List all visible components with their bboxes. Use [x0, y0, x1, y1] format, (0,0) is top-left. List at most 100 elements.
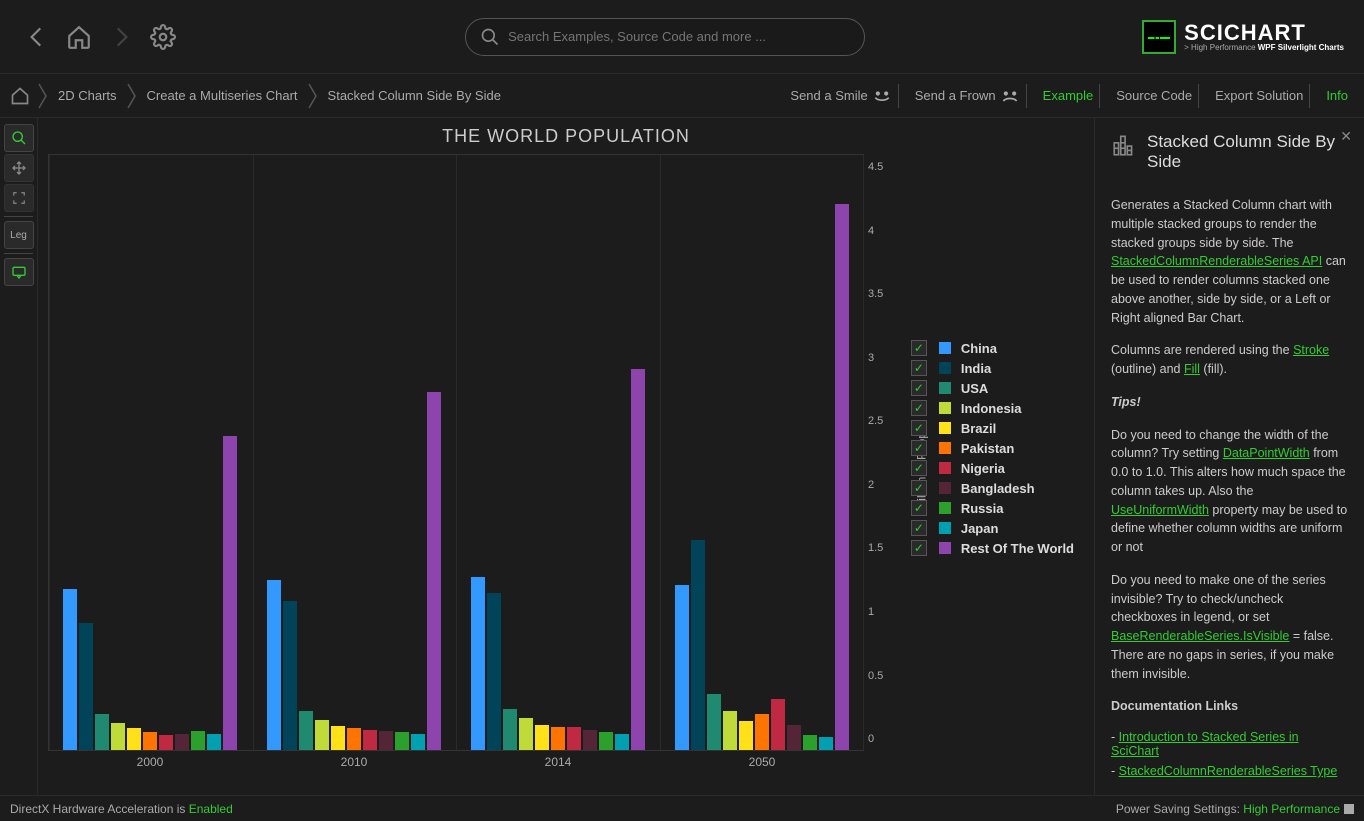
bar[interactable]: [691, 540, 705, 750]
bar[interactable]: [63, 589, 77, 750]
bar[interactable]: [631, 369, 645, 750]
bar[interactable]: [111, 723, 125, 750]
bar[interactable]: [207, 734, 221, 751]
send-smile-button[interactable]: Send a Smile: [784, 84, 898, 108]
bar[interactable]: [615, 734, 629, 751]
legend-checkbox[interactable]: ✓: [911, 400, 927, 416]
bar[interactable]: [79, 623, 93, 750]
bar[interactable]: [283, 601, 297, 750]
bar[interactable]: [739, 721, 753, 750]
legend-item[interactable]: ✓ USA: [911, 378, 1074, 398]
bar[interactable]: [159, 735, 173, 750]
legend-item[interactable]: ✓India: [911, 358, 1074, 378]
breadcrumb-item[interactable]: Stacked Column Side By Side: [320, 88, 509, 103]
search-box[interactable]: [465, 18, 865, 56]
bar[interactable]: [551, 727, 565, 750]
bar[interactable]: [143, 732, 157, 750]
bar[interactable]: [723, 711, 737, 750]
bar[interactable]: [347, 728, 361, 750]
forward-button[interactable]: [104, 20, 138, 54]
link-fill[interactable]: Fill: [1184, 362, 1200, 376]
bar[interactable]: [835, 204, 849, 750]
send-frown-button[interactable]: Send a Frown: [909, 84, 1027, 108]
bar[interactable]: [771, 699, 785, 750]
bar[interactable]: [191, 731, 205, 750]
settings-button[interactable]: [146, 20, 180, 54]
breadcrumb-home-icon[interactable]: [10, 86, 30, 106]
bar[interactable]: [583, 730, 597, 750]
link-stroke[interactable]: Stroke: [1293, 343, 1329, 357]
link-isvisible[interactable]: BaseRenderableSeries.IsVisible: [1111, 629, 1289, 643]
tab-example[interactable]: Example: [1037, 84, 1101, 108]
bar[interactable]: [567, 727, 581, 750]
back-button[interactable]: [20, 20, 54, 54]
bar[interactable]: [331, 726, 345, 750]
legend-checkbox[interactable]: ✓: [911, 480, 927, 496]
tab-source-code[interactable]: Source Code: [1110, 84, 1199, 108]
legend-swatch: [939, 422, 951, 434]
legend-item[interactable]: ✓Brazil: [911, 418, 1074, 438]
legend-checkbox[interactable]: ✓: [911, 500, 927, 516]
bar[interactable]: [755, 714, 769, 750]
bar[interactable]: [299, 711, 313, 750]
doc-link-anchor[interactable]: Introduction to Stacked Series in SciCha…: [1111, 730, 1299, 758]
link-datapointwidth[interactable]: DataPointWidth: [1223, 446, 1310, 460]
chart-plot[interactable]: [48, 154, 864, 751]
zoom-tool[interactable]: [4, 124, 34, 152]
bar[interactable]: [599, 732, 613, 750]
bar[interactable]: [675, 585, 689, 750]
legend-item[interactable]: ✓Pakistan: [911, 438, 1074, 458]
doc-link-anchor[interactable]: StackedColumnRenderableSeries Type: [1119, 764, 1338, 778]
close-panel-button[interactable]: ✕: [1340, 128, 1352, 145]
bar[interactable]: [819, 737, 833, 750]
tooltip-toggle[interactable]: [4, 258, 34, 286]
bar[interactable]: [411, 734, 425, 751]
legend-checkbox[interactable]: ✓: [911, 520, 927, 536]
legend-checkbox[interactable]: ✓: [911, 540, 927, 556]
legend-item[interactable]: ✓Rest Of The World: [911, 538, 1074, 558]
chart-title: THE WORLD POPULATION: [38, 118, 1094, 155]
bar[interactable]: [379, 731, 393, 750]
legend-checkbox[interactable]: ✓: [911, 360, 927, 376]
legend-checkbox[interactable]: ✓: [911, 340, 927, 356]
bar[interactable]: [427, 392, 441, 750]
bar[interactable]: [223, 436, 237, 750]
bar[interactable]: [803, 735, 817, 750]
bar[interactable]: [471, 577, 485, 750]
bar[interactable]: [315, 720, 329, 750]
bar[interactable]: [519, 718, 533, 750]
bar[interactable]: [95, 714, 109, 750]
breadcrumb-item[interactable]: Create a Multiseries Chart: [139, 88, 306, 103]
legend-label: USA: [961, 381, 988, 396]
bar[interactable]: [175, 734, 189, 751]
bar[interactable]: [503, 709, 517, 750]
legend-item[interactable]: ✓China: [911, 338, 1074, 358]
legend-item[interactable]: ✓Indonesia: [911, 398, 1074, 418]
legend-item[interactable]: ✓Nigeria: [911, 458, 1074, 478]
bar[interactable]: [487, 593, 501, 751]
legend-checkbox[interactable]: ✓: [911, 380, 927, 396]
legend-checkbox[interactable]: ✓: [911, 460, 927, 476]
link-stacked-api[interactable]: StackedColumnRenderableSeries API: [1111, 254, 1322, 268]
bar[interactable]: [787, 725, 801, 750]
bar[interactable]: [127, 728, 141, 750]
legend-checkbox[interactable]: ✓: [911, 440, 927, 456]
search-input[interactable]: [508, 29, 850, 44]
bar[interactable]: [395, 732, 409, 750]
legend-item[interactable]: ✓Bangladesh: [911, 478, 1074, 498]
legend-item[interactable]: ✓Russia: [911, 498, 1074, 518]
link-useuniformwidth[interactable]: UseUniformWidth: [1111, 503, 1209, 517]
bar[interactable]: [363, 730, 377, 750]
legend-toggle[interactable]: Leg: [4, 221, 34, 249]
breadcrumb-item[interactable]: 2D Charts: [50, 88, 125, 103]
bar[interactable]: [535, 725, 549, 750]
zoom-extents-tool[interactable]: [4, 184, 34, 212]
bar[interactable]: [707, 694, 721, 750]
legend-checkbox[interactable]: ✓: [911, 420, 927, 436]
pan-tool[interactable]: [4, 154, 34, 182]
tab-export-solution[interactable]: Export Solution: [1209, 84, 1310, 108]
home-button[interactable]: [62, 20, 96, 54]
legend-item[interactable]: ✓Japan: [911, 518, 1074, 538]
tab-info[interactable]: Info: [1320, 84, 1354, 108]
bar[interactable]: [267, 580, 281, 750]
